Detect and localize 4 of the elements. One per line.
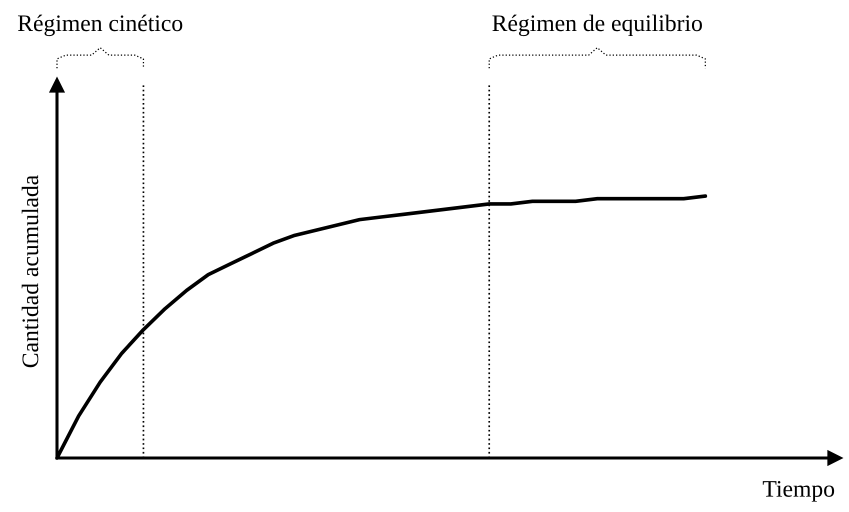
text: Régimen de equilibrio — [492, 14, 702, 36]
text: Régimen cinético — [18, 14, 182, 36]
y-axis-title: Cantidad acumulada — [22, 175, 38, 368]
x-axis-title: Tiempo — [762, 480, 834, 502]
